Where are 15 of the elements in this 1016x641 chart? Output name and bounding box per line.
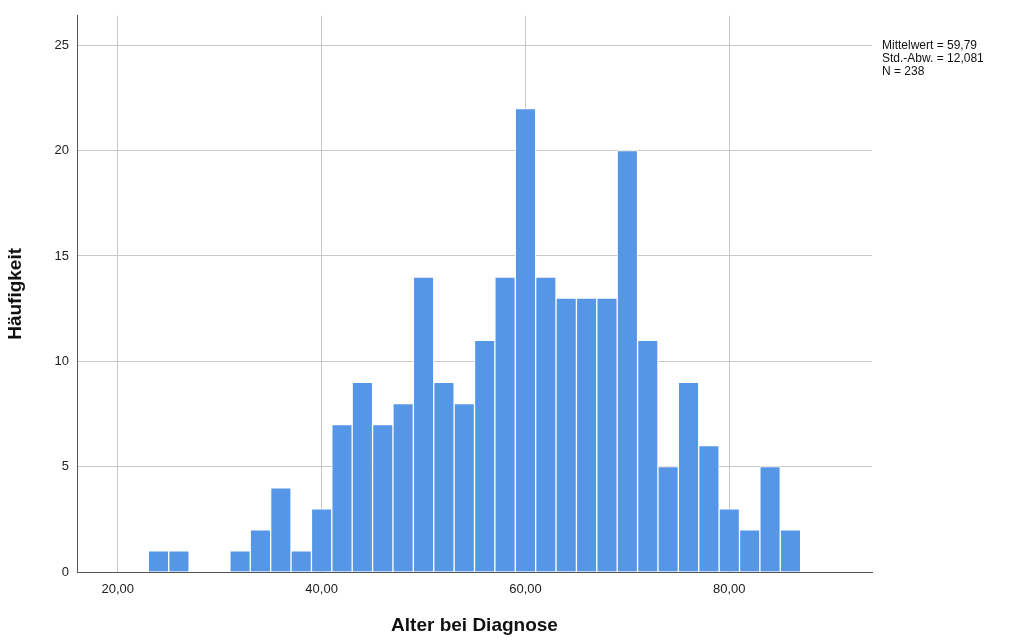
x-axis-title: Alter bei Diagnose	[391, 613, 558, 635]
y-tick-label: 20	[54, 142, 69, 158]
text: Mittelwert = 59,79	[882, 38, 978, 53]
y-tick-label: 25	[54, 36, 69, 52]
y-tick-label: 0	[61, 563, 69, 579]
x-tick-label: 80,00	[713, 581, 746, 597]
x-tick-label: 60,00	[509, 581, 542, 597]
text: N = 238	[882, 64, 925, 79]
y-tick-label: 5	[61, 458, 69, 474]
y-axis-title: Häufigkeit	[3, 247, 25, 340]
x-tick-label: 40,00	[305, 581, 338, 597]
x-tick-label: 20,00	[101, 581, 135, 597]
text: Std.-Abw. = 12,081	[882, 51, 985, 66]
y-tick-label: 15	[54, 247, 69, 263]
y-tick-label: 10	[54, 352, 69, 368]
